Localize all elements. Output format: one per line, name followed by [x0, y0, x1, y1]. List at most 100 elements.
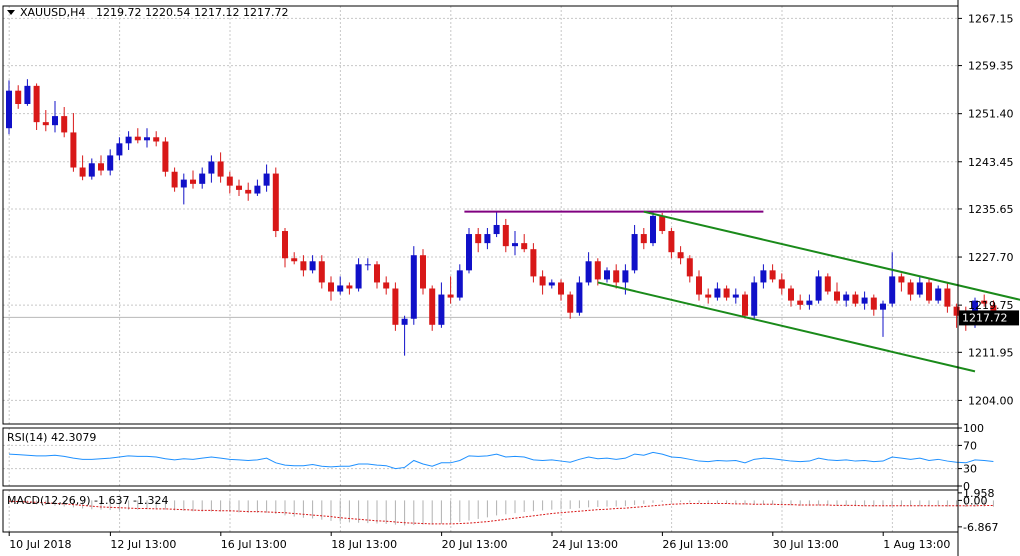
candle	[42, 110, 49, 132]
candle	[98, 155, 104, 176]
rsi-tick-label: 70	[963, 439, 977, 452]
candle-body	[622, 270, 629, 283]
candle	[15, 85, 22, 109]
candle	[576, 276, 583, 316]
candle	[705, 288, 712, 304]
symbol-label: XAUUSD,H4	[20, 6, 85, 19]
candle	[245, 182, 252, 201]
candle-body	[245, 189, 252, 194]
candle	[374, 261, 380, 289]
channel-lower-line[interactable]	[597, 281, 976, 373]
candle-body	[907, 282, 914, 295]
candle	[852, 291, 859, 307]
candle	[420, 249, 426, 295]
candle-body	[797, 300, 804, 305]
candle-body	[300, 261, 307, 271]
grid-lines	[3, 6, 958, 532]
candle	[953, 303, 960, 328]
candle-body	[346, 285, 353, 289]
candle	[668, 228, 675, 259]
candle	[116, 137, 123, 161]
x-tick-label: 16 Jul 13:00	[221, 538, 287, 551]
dropdown-triangle-icon[interactable]	[7, 10, 15, 15]
candle-body	[52, 116, 58, 126]
candle-body	[374, 264, 380, 283]
candle	[134, 128, 141, 144]
candle	[466, 228, 472, 274]
y-tick-label: 1227.70	[968, 251, 1014, 264]
candle	[650, 211, 656, 247]
candle-body	[880, 303, 886, 310]
rsi-tick-label: 0	[963, 480, 970, 493]
ohlc-readout: 1219.72 1220.54 1217.12 1217.72	[96, 6, 288, 19]
candle	[263, 164, 270, 192]
candle-body	[696, 276, 702, 295]
candle-body	[236, 185, 242, 190]
candle-body	[935, 288, 942, 301]
candle-body	[778, 279, 785, 289]
candle	[898, 273, 905, 292]
candle-body	[282, 231, 288, 259]
candle	[788, 285, 794, 307]
candle-body	[199, 173, 206, 184]
candle	[199, 167, 206, 189]
candle-body	[420, 255, 426, 289]
candle	[815, 270, 822, 304]
candle-body	[144, 137, 150, 141]
current-price-label: 1217.72	[962, 311, 1008, 324]
candle-body	[466, 234, 472, 271]
x-tick-label: 18 Jul 13:00	[331, 538, 397, 551]
candle	[585, 252, 592, 286]
candle-body	[604, 270, 610, 280]
candle	[208, 155, 215, 183]
candle-body	[916, 282, 923, 295]
candle-body	[668, 231, 675, 253]
candle	[696, 270, 702, 301]
rsi-pane-title: RSI(14) 42.3079	[7, 431, 96, 444]
candle-body	[843, 294, 850, 301]
candle-body	[392, 288, 399, 325]
current-price-tag: 1217.72	[959, 310, 1019, 326]
candle	[447, 276, 454, 304]
y-tick-label: 1219.75	[968, 299, 1014, 312]
candle-body	[548, 282, 555, 286]
candle	[300, 255, 307, 277]
candle-body	[291, 258, 298, 262]
candle	[383, 276, 390, 295]
candle	[438, 282, 445, 328]
candle-body	[24, 85, 31, 104]
candle	[714, 282, 721, 301]
candle-body	[410, 255, 417, 319]
candle	[907, 279, 914, 301]
candle	[52, 100, 58, 133]
candle-body	[714, 288, 721, 298]
candle	[144, 128, 150, 148]
candle	[328, 276, 334, 301]
macd-tick-label: -6.867	[963, 521, 998, 534]
candle	[254, 179, 261, 196]
candle-body	[98, 163, 104, 171]
x-tick-label: 30 Jul 13:00	[773, 538, 839, 551]
candle	[870, 294, 877, 316]
candle-body	[512, 243, 518, 247]
candle	[613, 264, 620, 289]
x-tick-label: 24 Jul 13:00	[552, 538, 618, 551]
x-tick-label: 1 Aug 13:00	[883, 538, 950, 551]
candle-body	[852, 294, 859, 304]
x-tick-label: 10 Jul 2018	[9, 538, 71, 551]
candle	[309, 255, 316, 274]
candle-body	[953, 306, 960, 316]
candle-body	[190, 179, 196, 184]
candle	[760, 264, 767, 289]
candle-body	[33, 85, 40, 123]
rsi-line	[8, 451, 994, 470]
candle	[631, 224, 638, 274]
candle	[61, 107, 68, 138]
candle-body	[383, 282, 390, 289]
candle	[107, 149, 114, 176]
rsi-tick-label: 100	[963, 422, 984, 435]
candle-body	[254, 185, 261, 194]
candle-body	[760, 270, 767, 283]
candle	[834, 282, 840, 304]
